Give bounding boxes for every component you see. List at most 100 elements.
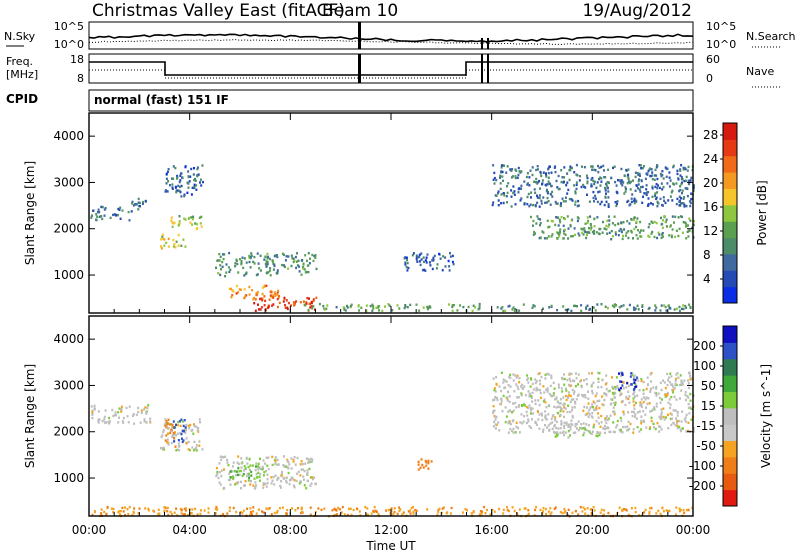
scatter-cell <box>618 306 621 309</box>
scatter-cell <box>659 172 662 176</box>
scatter-cell <box>556 308 559 312</box>
scatter-cell <box>638 514 641 517</box>
scatter-cell <box>276 269 279 272</box>
scatter-cell <box>163 506 166 509</box>
scatter-cell <box>531 166 534 169</box>
scatter-cell <box>612 406 615 409</box>
scatter-cell <box>337 506 340 510</box>
scatter-cell <box>182 424 185 428</box>
scatter-cell <box>517 405 520 408</box>
y-tick-label: 1000 <box>53 471 84 485</box>
noise-panel: N.Sky 10^5 10^0 10^5 10^0 N.Search <box>4 20 796 51</box>
scatter-cell <box>307 270 310 274</box>
scatter-cell <box>262 511 265 514</box>
scatter-cell <box>580 423 583 426</box>
scatter-cell <box>432 259 435 262</box>
scatter-cell <box>623 192 626 195</box>
scatter-cell <box>299 474 302 477</box>
scatter-cell <box>518 404 521 407</box>
scatter-cell <box>252 506 255 509</box>
scatter-cell <box>573 227 576 230</box>
scatter-cell <box>113 213 116 216</box>
scatter-cell <box>169 184 171 187</box>
scatter-cell <box>365 513 368 516</box>
scatter-cell <box>139 205 141 208</box>
scatter-cell <box>638 188 641 191</box>
scatter-cell <box>554 170 557 174</box>
scatter-cell <box>165 426 168 429</box>
scatter-cell <box>572 379 574 382</box>
scatter-cell <box>513 309 516 312</box>
scatter-cell <box>172 165 175 168</box>
scatter-cell <box>615 184 618 187</box>
scatter-cell <box>507 305 510 308</box>
scatter-cell <box>122 510 125 513</box>
scatter-cell <box>240 259 243 263</box>
scatter-cell <box>528 404 531 407</box>
scatter-cell <box>575 173 578 176</box>
scatter-cell <box>662 177 665 180</box>
scatter-cell <box>614 385 616 389</box>
scatter-cell <box>586 507 589 510</box>
scatter-cell <box>407 266 410 270</box>
scatter-cell <box>398 307 401 310</box>
scatter-cell <box>567 383 570 387</box>
scatter-cell <box>183 419 186 422</box>
scatter-cell <box>535 505 538 509</box>
scatter-cell <box>309 457 312 461</box>
scatter-cell <box>600 200 603 204</box>
scatter-cell <box>308 302 311 305</box>
scatter-cell <box>662 415 665 419</box>
scatter-cell <box>600 421 603 424</box>
scatter-cell <box>163 238 166 241</box>
scatter-cell <box>501 410 504 413</box>
scatter-cell <box>195 188 198 191</box>
scatter-cell <box>507 410 510 413</box>
scatter-cell <box>660 413 663 416</box>
scatter-cell <box>534 191 537 194</box>
scatter-cell <box>592 381 595 385</box>
scatter-cell <box>247 465 250 469</box>
scatter-cell <box>247 479 250 482</box>
scatter-cell <box>688 303 691 306</box>
scatter-cell <box>556 202 559 205</box>
scatter-cell <box>511 308 514 311</box>
scatter-cell <box>334 508 337 511</box>
scatter-cell <box>557 187 560 191</box>
scatter-cell <box>410 507 413 510</box>
scatter-cell <box>334 514 336 517</box>
scatter-cell <box>253 262 256 265</box>
scatter-cell <box>560 420 563 423</box>
scatter-cell <box>555 426 558 430</box>
scatter-cell <box>588 231 591 234</box>
scatter-cell <box>571 166 573 170</box>
scatter-cell <box>596 200 599 204</box>
scatter-cell <box>569 434 571 437</box>
scatter-cell <box>676 372 679 375</box>
scatter-cell <box>546 390 549 393</box>
scatter-cell <box>538 179 541 183</box>
scatter-cell <box>565 398 568 402</box>
scatter-cell <box>103 208 106 211</box>
scatter-cell <box>342 306 345 309</box>
scatter-cell <box>591 165 594 168</box>
scatter-cell <box>279 507 281 510</box>
scatter-cell <box>263 295 266 298</box>
scatter-cell <box>500 307 503 310</box>
scatter-cell <box>544 424 546 427</box>
scatter-cell <box>633 308 636 311</box>
scatter-cell <box>657 202 660 205</box>
scatter-cell <box>557 216 560 219</box>
scatter-cell <box>499 182 502 185</box>
scatter-cell <box>182 513 185 516</box>
scatter-cell <box>586 181 589 185</box>
scatter-cell <box>682 168 685 171</box>
scatter-cell <box>480 512 483 515</box>
scatter-cell <box>441 507 444 510</box>
scatter-cell <box>90 216 93 219</box>
scatter-cell <box>261 510 263 513</box>
time-axis: 00:00 04:00 08:00 12:00 16:00 20:00 00:00 <box>72 113 710 537</box>
scatter-cell <box>126 415 129 418</box>
scatter-cell <box>656 191 659 194</box>
scatter-cell <box>431 267 434 271</box>
